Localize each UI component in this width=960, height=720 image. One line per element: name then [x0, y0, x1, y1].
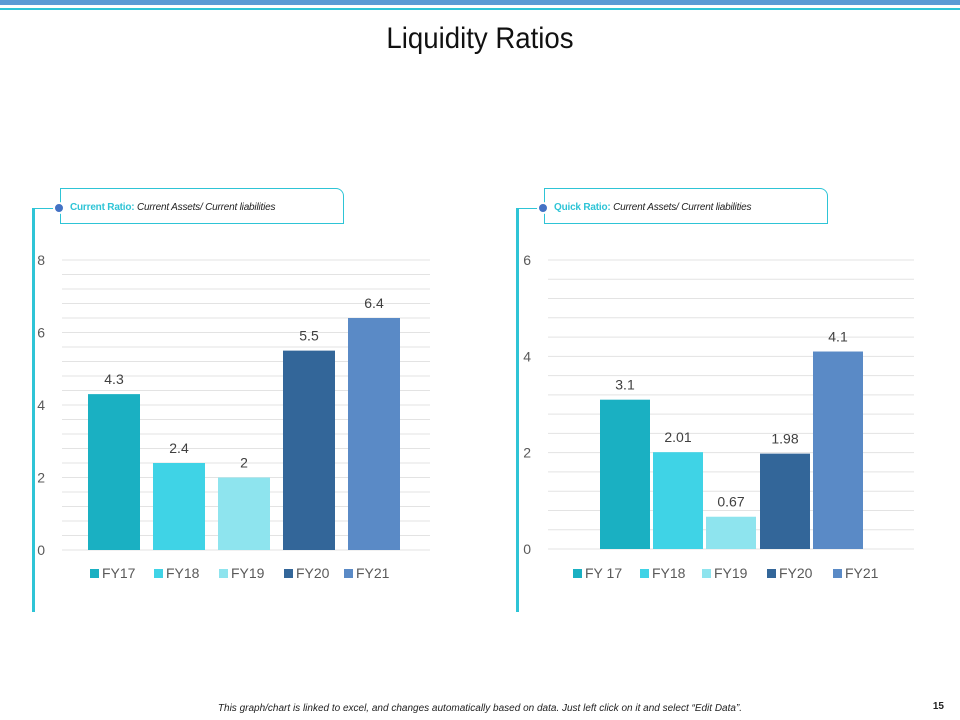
legend-label: FY18: [652, 565, 686, 581]
current-ratio-panel: Current Ratio: Current Assets/ Current l…: [32, 188, 452, 618]
y-tick-label: 4: [523, 348, 531, 364]
legend-swatch: [219, 569, 228, 578]
current-ratio-label-box: Current Ratio: Current Assets/ Current l…: [60, 188, 344, 224]
quick-ratio-label-box: Quick Ratio: Current Assets/ Current lia…: [544, 188, 828, 224]
legend-swatch: [90, 569, 99, 578]
bar-fy18: [653, 452, 703, 549]
data-label: 2: [240, 455, 248, 471]
bar-fy19: [706, 516, 756, 549]
legend-label: FY19: [714, 565, 748, 581]
legend-label: FY20: [296, 565, 330, 581]
current-ratio-label: Current Ratio: Current Assets/ Current l…: [70, 202, 275, 213]
data-label: 5.5: [299, 328, 319, 344]
panel-bullet-dot: [537, 202, 549, 214]
data-label: 0.67: [717, 494, 744, 510]
bar-fy20: [760, 453, 810, 549]
data-label: 6.4: [364, 295, 384, 311]
legend-swatch: [344, 569, 353, 578]
legend-label: FY18: [166, 565, 200, 581]
legend-swatch: [640, 569, 649, 578]
legend-swatch: [284, 569, 293, 578]
current-ratio-chart: 0 2 4 6 8 4.3 2.4 2 5.5 6.4 FY17 FY18 FY19 FY20 FY21: [37, 252, 430, 581]
data-label: 2.4: [169, 440, 189, 456]
y-tick-label: 8: [37, 252, 45, 268]
data-label: 3.1: [615, 377, 635, 393]
legend-label: FY20: [779, 565, 813, 581]
y-tick-label: 4: [37, 397, 45, 413]
panel-bullet-dot: [53, 202, 65, 214]
quick-ratio-label: Quick Ratio: Current Assets/ Current lia…: [554, 202, 752, 213]
legend-label: FY21: [356, 565, 390, 581]
bar-fy20: [283, 350, 335, 550]
panel-accent-bar: [32, 208, 35, 612]
page-number: 15: [932, 701, 944, 712]
legend-label: FY 17: [585, 565, 622, 581]
legend-swatch: [702, 569, 711, 578]
y-tick-label: 6: [37, 325, 45, 341]
legend-swatch: [767, 569, 776, 578]
bar-fy19: [218, 477, 270, 550]
footer-note: This graph/chart is linked to excel, and…: [217, 703, 743, 714]
y-tick-label: 2: [523, 445, 531, 461]
label-key: Quick Ratio:: [554, 202, 611, 213]
legend-swatch: [154, 569, 163, 578]
panel-connector-line: [32, 208, 60, 209]
legend-label: FY17: [102, 565, 136, 581]
y-tick-label: 2: [37, 470, 45, 486]
label-description: Current Assets/ Current liabilities: [137, 202, 276, 213]
label-description: Current Assets/ Current liabilities: [613, 202, 752, 213]
quick-ratio-panel: Quick Ratio: Current Assets/ Current lia…: [516, 188, 936, 618]
top-accent-line: [0, 8, 960, 10]
y-tick-label: 0: [523, 541, 531, 557]
legend-swatch: [833, 569, 842, 578]
legend-label: FY19: [231, 565, 265, 581]
y-tick-label: 0: [37, 542, 45, 558]
y-tick-label: 6: [523, 252, 531, 268]
bar-fy17: [88, 394, 140, 550]
bar-fy21: [813, 351, 863, 549]
bar-fy17: [600, 399, 650, 549]
top-accent-band: [0, 0, 960, 5]
data-label: 1.98: [771, 431, 798, 447]
bar-fy21: [348, 318, 400, 550]
legend-label: FY21: [845, 565, 879, 581]
data-label: 4.3: [104, 371, 124, 387]
slide-title: Liquidity Ratios: [386, 22, 574, 55]
label-key: Current Ratio:: [70, 202, 135, 213]
data-label: 4.1: [828, 329, 848, 345]
legend-swatch: [573, 569, 582, 578]
panel-accent-bar: [516, 208, 519, 612]
panel-connector-line: [516, 208, 544, 209]
bar-fy18: [153, 463, 205, 550]
quick-ratio-chart: 0 2 4 6 3.1 2.01 0.67 1.98 4.1 FY 17 FY18 FY19 FY20 F…: [523, 252, 914, 581]
data-label: 2.01: [664, 429, 691, 445]
